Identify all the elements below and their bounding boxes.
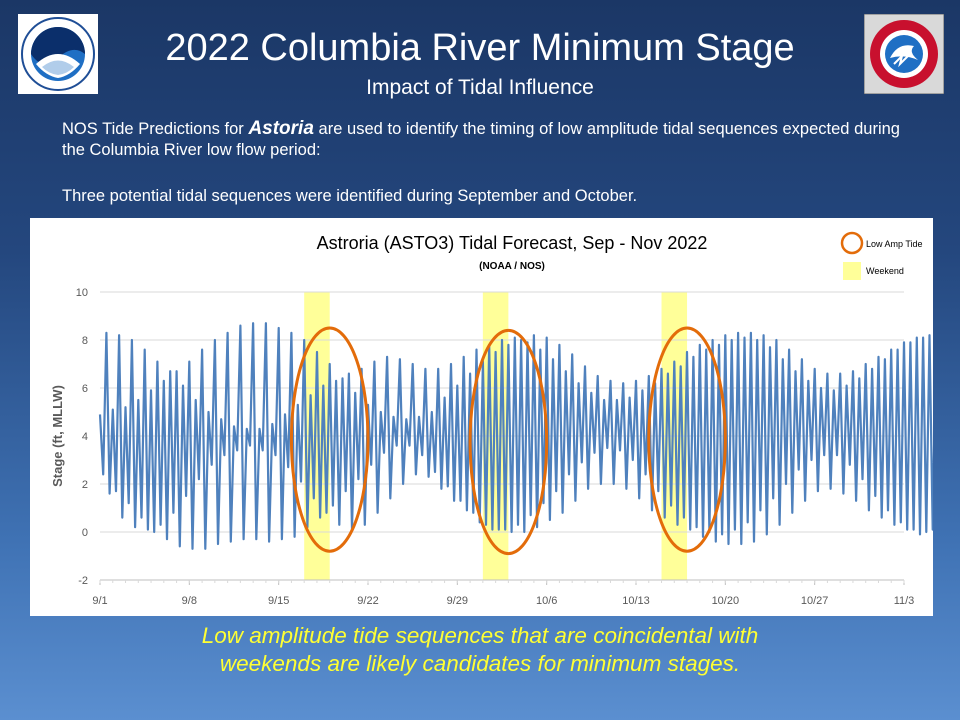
- conclusion-line-2: weekends are likely candidates for minim…: [219, 651, 741, 676]
- y-tick-label: 8: [82, 335, 88, 347]
- x-tick-label: 10/20: [712, 595, 740, 607]
- y-tick-label: -2: [78, 575, 88, 587]
- chart-panel: -2 0 2 4 6 8 10 9/1 9/8 9/15 9/22 9/29 10/6 10/13 10/2…: [30, 218, 933, 616]
- x-tick-label: 11/3: [894, 595, 915, 607]
- x-tick-label: 9/8: [182, 595, 197, 607]
- intro-paragraph: NOS Tide Predictions for Astoria are use…: [62, 118, 900, 161]
- low-amp-ellipse-2: [468, 328, 549, 556]
- intro-text-end: are used to identify the timing of low a…: [62, 120, 900, 159]
- legend-low-amp-label: Low Amp Tide: [866, 239, 923, 249]
- x-tick-label: 10/13: [622, 595, 650, 607]
- page-subtitle: Impact of Tidal Influence: [366, 76, 594, 99]
- noaa-logo: [18, 14, 98, 94]
- x-tick-label: 9/1: [92, 595, 107, 607]
- tide-series-line: [98, 322, 933, 550]
- chart-title: Astroria (ASTO3) Tidal Forecast, Sep - N…: [317, 233, 708, 253]
- page-title: 2022 Columbia River Minimum Stage: [165, 27, 795, 69]
- conclusion-text: Low amplitude tide sequences that are co…: [0, 622, 960, 678]
- low-amp-markers: [289, 326, 727, 556]
- chart-legend: Low Amp Tide Weekend: [840, 231, 923, 280]
- intro-emphasis: Astoria: [248, 118, 314, 139]
- chart-subtitle: (NOAA / NOS): [479, 261, 545, 272]
- intro-text-start: NOS Tide Predictions for: [62, 120, 249, 138]
- low-amp-ellipse-1: [289, 326, 370, 553]
- conclusion-line-1: Low amplitude tide sequences that are co…: [201, 623, 759, 648]
- legend-weekend-label: Weekend: [866, 266, 904, 276]
- legend-low-amp-swatch: [840, 231, 864, 255]
- chart-series: [98, 322, 933, 550]
- x-tick-label: 10/6: [536, 595, 557, 607]
- nws-logo: [863, 13, 945, 95]
- y-tick-label: 6: [82, 383, 88, 395]
- x-tick-label: 9/22: [357, 595, 378, 607]
- y-tick-label: 10: [76, 287, 88, 299]
- low-amp-ellipse-3: [647, 326, 727, 553]
- y-axis-label: Stage (ft, MLLW): [50, 385, 65, 487]
- chart-axes: -2 0 2 4 6 8 10 9/1 9/8 9/15 9/22 9/29 10/6 10/13 10/2…: [76, 287, 915, 607]
- y-tick-label: 2: [82, 479, 88, 491]
- x-tick-label: 9/29: [447, 595, 468, 607]
- sequences-paragraph: Three potential tidal sequences were ide…: [62, 187, 638, 205]
- y-tick-label: 4: [82, 431, 88, 443]
- legend-weekend-swatch: [843, 262, 861, 280]
- x-tick-label: 9/15: [268, 595, 289, 607]
- tidal-chart: -2 0 2 4 6 8 10 9/1 9/8 9/15 9/22 9/29 10/6 10/13 10/2…: [50, 231, 933, 607]
- x-tick-label: 10/27: [801, 595, 829, 607]
- y-tick-label: 0: [82, 527, 88, 539]
